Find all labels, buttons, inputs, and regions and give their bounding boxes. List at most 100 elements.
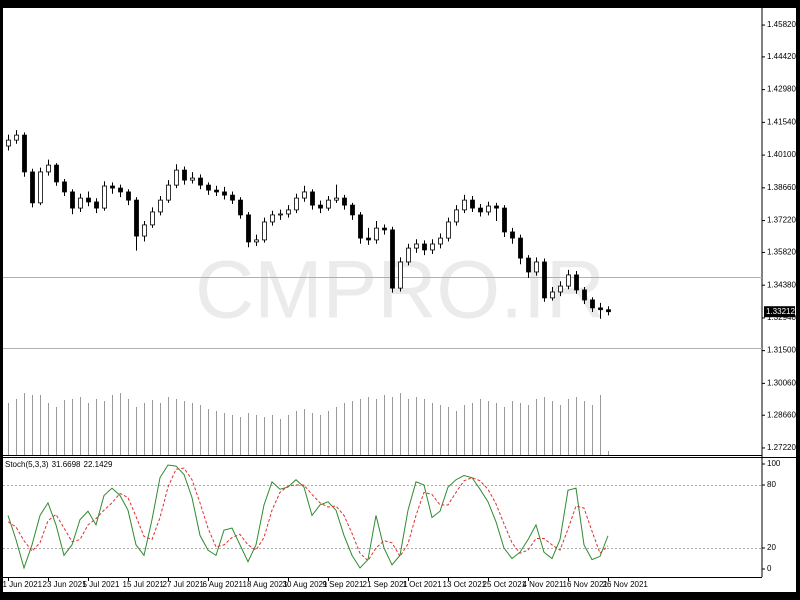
candle-body [502,207,507,233]
candle-body [238,199,243,216]
candle-body [6,139,11,147]
candle-body [542,261,547,299]
candle-body [246,214,251,243]
candle-body [438,237,443,245]
candle-body [494,205,499,209]
candle-body [86,197,91,203]
candle-body [278,213,283,216]
candle-body [526,257,531,273]
y-tick-label: 1.35820 [767,248,796,257]
candle-body [38,171,43,204]
candle-body [398,261,403,289]
candle-body [286,209,291,215]
x-tick-label: 1 Oct 2021 [403,580,443,589]
candle-body [22,134,27,173]
x-tick-label: 13 Oct 2021 [443,580,487,589]
candle-body [310,191,315,206]
candle-body [470,199,475,209]
candle-body [510,231,515,239]
candle-body [134,199,139,237]
candle-body [30,171,35,204]
candle-body [454,209,459,223]
x-tick-label: 16 Nov 2021 [563,580,609,589]
indicator-line [7,464,609,570]
x-tick-label: 5 Jul 2021 [83,580,120,589]
candle-body [158,199,163,213]
candle-body [254,239,259,243]
candle-body [14,134,19,141]
candle-body [70,191,75,209]
y-tick-label: 80 [767,480,776,489]
x-tick-label: 21 Sep 2021 [363,580,409,589]
y-tick-label: 1.31500 [767,346,796,355]
indicator-title: Stoch(5,3,3) 31.6698 22.1429 [5,460,113,469]
candle-body [534,261,539,273]
candle-body [574,274,579,291]
candle-body [46,164,51,173]
candle-body [462,199,467,211]
candle-body [150,211,155,226]
candle-body [54,164,59,183]
candle-body [174,169,179,186]
canvas [3,8,796,592]
x-tick-label: 9 Sep 2021 [323,580,364,589]
y-tick-label: 1.40100 [767,150,796,159]
candle-body [78,197,83,209]
candle-body [430,243,435,251]
candle-body [94,201,99,209]
candle-body [566,274,571,287]
candle-body [342,197,347,206]
candle-body [270,214,275,223]
price-label-box [764,306,795,318]
indicator-name: Stoch(5,3,3) [5,460,49,469]
candle-body [382,227,387,231]
y-tick-label: 1.41540 [767,117,796,126]
indicator-line [7,467,609,562]
x-tick-label: 4 Nov 2021 [523,580,564,589]
candle-body [406,247,411,263]
candle-body [550,291,555,299]
candle-body [390,229,395,289]
candle-body [190,177,195,181]
candle-body [478,207,483,213]
y-tick-label: 100 [767,459,781,468]
candle-body [518,237,523,259]
candle-body [326,199,331,209]
candle-body [118,187,123,193]
x-tick-label: 1 Jun 2021 [3,580,43,589]
candle-body [142,224,147,237]
candle-body [62,181,67,193]
y-tick-label: 1.30060 [767,378,796,387]
candle-body [414,243,419,249]
x-tick-label: 25 Oct 2021 [483,580,527,589]
y-tick-label: 1.34380 [767,280,796,289]
candle-body [350,204,355,216]
candle-body [366,237,371,241]
y-tick-label: 0 [767,564,772,573]
candle-body [358,214,363,239]
candle-body [262,221,267,241]
candle-body [606,309,611,313]
y-tick-label: 1.45820 [767,20,796,29]
candle-body [230,194,235,201]
x-tick-label: 18 Aug 2021 [243,580,288,589]
candle-body [558,285,563,293]
candle-body [206,184,211,191]
candle-body [198,177,203,186]
y-tick-label: 1.32940 [767,313,796,322]
indicator-main-value: 31.6698 [52,460,81,469]
indicator-signal-value: 22.1429 [84,460,113,469]
x-tick-label: 15 Jul 2021 [123,580,165,589]
y-tick-label: 1.44420 [767,52,796,61]
candle-body [110,185,115,189]
candle-body [582,289,587,301]
candle-body [126,191,131,201]
x-tick-label: 23 Jun 2021 [43,580,88,589]
y-tick-label: 1.42980 [767,85,796,94]
y-tick-label: 1.27220 [767,443,796,452]
candle-body [294,197,299,211]
candle-body [590,299,595,309]
y-tick-label: 1.37220 [767,216,796,225]
